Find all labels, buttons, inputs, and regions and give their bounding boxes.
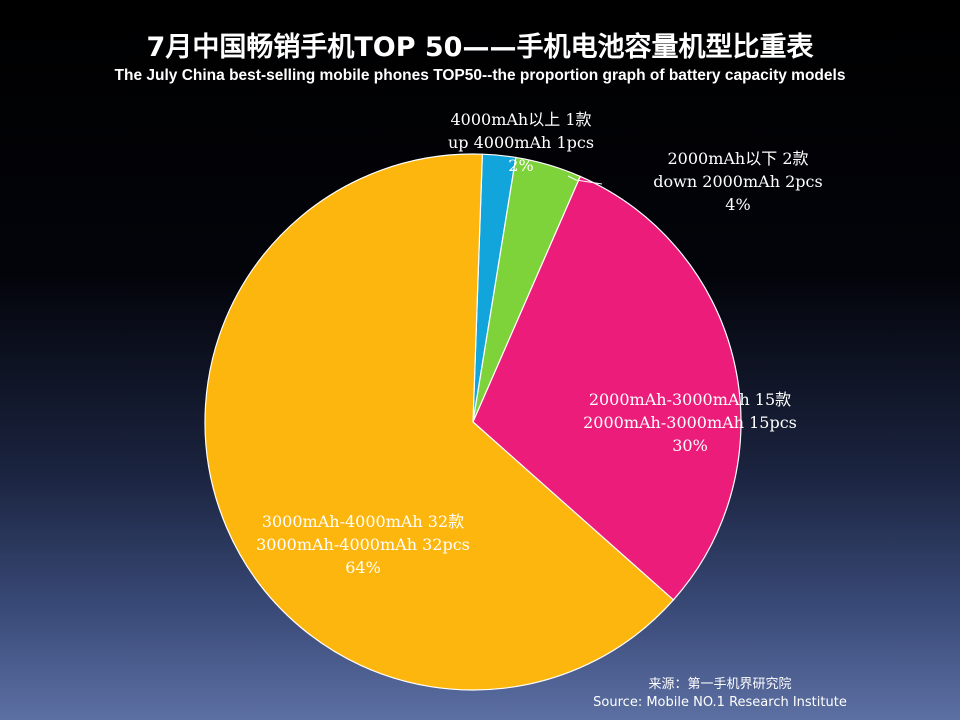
slice-label-en: 2000mAh-3000mAh 15pcs <box>583 413 797 432</box>
source-cn: 来源：第一手机界研究院 <box>648 677 792 692</box>
slice-label-en: up 4000mAh 1pcs <box>448 133 594 152</box>
leader-line <box>567 175 603 185</box>
slice-percent-label: 30% <box>672 436 708 455</box>
slice-labels: 4000mAh以上 1款 up 4000mAh 1pcs 2% 2000mAh以下 2… <box>256 110 823 577</box>
slice-percent-label: 64% <box>345 558 381 577</box>
slice-percent-label: 2% <box>508 156 533 175</box>
slice-label-cn: 3000mAh-4000mAh 32款 <box>262 512 464 531</box>
slice-3000-4000 <box>204 153 675 691</box>
chart-title: 7月中国畅销手机TOP 50——手机电池容量机型比重表 <box>146 32 814 63</box>
pie-slices <box>204 153 742 691</box>
slice-label-en: 3000mAh-4000mAh 32pcs <box>256 535 470 554</box>
slice-label-cn: 4000mAh以上 1款 <box>450 110 591 129</box>
slice-label-cn: 2000mAh以下 2款 <box>667 149 808 168</box>
slice-percent-label: 4% <box>725 195 750 214</box>
chart-subtitle: The July China best-selling mobile phone… <box>114 67 846 84</box>
slice-label-en: down 2000mAh 2pcs <box>653 172 822 191</box>
slice-2000-3000 <box>472 175 742 601</box>
source-en: Source: Mobile NO.1 Research Institute <box>593 695 847 710</box>
slice-label-cn: 2000mAh-3000mAh 15款 <box>589 390 791 409</box>
source-note: 来源：第一手机界研究院 Source: Mobile NO.1 Research… <box>560 676 880 712</box>
